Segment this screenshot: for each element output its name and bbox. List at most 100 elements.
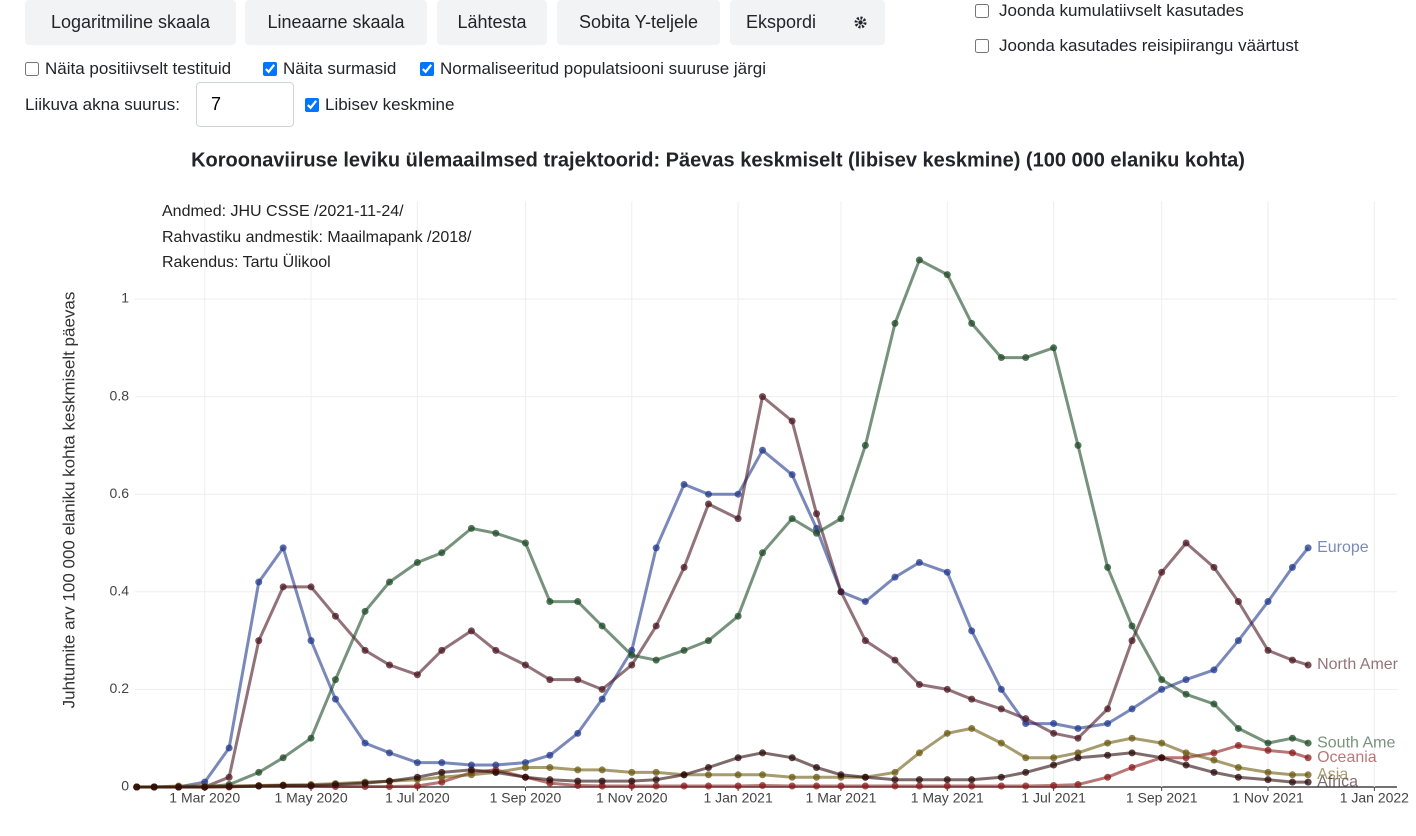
data-point <box>1234 724 1242 732</box>
data-point <box>680 771 688 779</box>
data-point <box>704 490 712 498</box>
data-point <box>279 583 287 591</box>
data-point <box>1104 720 1112 728</box>
annotation: Rakendus: Tartu Ülikool <box>162 253 331 271</box>
data-point <box>492 529 500 537</box>
data-point <box>546 751 554 759</box>
data-point <box>1074 724 1082 732</box>
data-point <box>680 646 688 654</box>
data-point <box>255 768 263 776</box>
data-point <box>680 782 688 790</box>
data-point <box>628 651 636 659</box>
data-point <box>1304 778 1312 786</box>
data-point <box>1304 739 1312 747</box>
data-point <box>1264 739 1272 747</box>
data-point <box>997 782 1005 790</box>
data-point <box>1158 568 1166 576</box>
data-point <box>331 781 339 789</box>
checkbox[interactable] <box>305 98 319 112</box>
checkbox-option[interactable]: Näita surmasid <box>263 59 396 79</box>
button[interactable]: Lähtesta <box>437 0 547 45</box>
checkbox-option[interactable]: Joonda kumulatiivselt kasutades <box>975 1 1244 21</box>
data-point <box>968 627 976 635</box>
data-point <box>1128 734 1136 742</box>
data-point <box>1104 751 1112 759</box>
data-point <box>704 782 712 790</box>
data-point <box>1288 563 1296 571</box>
checkbox[interactable] <box>263 62 277 76</box>
data-point <box>1128 763 1136 771</box>
data-point <box>225 773 233 781</box>
data-point <box>891 319 899 327</box>
data-point <box>438 759 446 767</box>
data-point <box>1304 771 1312 779</box>
data-point <box>279 782 287 790</box>
data-point <box>1104 773 1112 781</box>
checkbox[interactable] <box>975 39 989 53</box>
data-point <box>943 729 951 737</box>
data-point <box>1234 763 1242 771</box>
data-point <box>492 646 500 654</box>
x-tick-label: 1 May 2021 <box>911 790 984 806</box>
data-point <box>997 354 1005 362</box>
data-point <box>1022 768 1030 776</box>
data-point <box>331 676 339 684</box>
data-point <box>813 510 821 518</box>
data-point <box>680 480 688 488</box>
checkbox-option[interactable]: Näita positiivselt testituid <box>25 59 231 79</box>
data-point <box>225 783 233 791</box>
checkbox-option[interactable]: Libisev keskmine <box>305 95 454 115</box>
data-point <box>968 319 976 327</box>
button[interactable]: Sobita Y-teljele <box>557 0 720 45</box>
data-point <box>1264 776 1272 784</box>
window-size-label: Liikuva akna suurus: <box>25 95 180 114</box>
x-tick-label: 1 Nov 2020 <box>596 790 668 806</box>
data-point <box>891 776 899 784</box>
checkbox-option[interactable]: Joonda kasutades reisipiirangu väärtust <box>975 36 1299 56</box>
data-point <box>788 782 796 790</box>
series-line <box>136 395 1309 789</box>
data-point <box>943 685 951 693</box>
checkbox[interactable] <box>25 62 39 76</box>
data-point <box>704 763 712 771</box>
data-point <box>574 676 582 684</box>
window-size-input[interactable] <box>196 82 294 127</box>
data-point <box>759 782 767 790</box>
x-tick-label: 1 May 2020 <box>274 790 347 806</box>
data-point <box>861 773 869 781</box>
checkbox[interactable] <box>420 62 434 76</box>
data-point <box>1128 622 1136 630</box>
data-point <box>1182 539 1190 547</box>
data-point <box>1128 749 1136 757</box>
data-point <box>521 661 529 669</box>
data-point <box>1304 754 1312 762</box>
x-tick-label: 1 Mar 2021 <box>806 790 877 806</box>
data-point <box>891 573 899 581</box>
data-point <box>1074 754 1082 762</box>
export-button[interactable]: Ekspordi <box>730 0 885 45</box>
data-point <box>1182 676 1190 684</box>
button[interactable]: Lineaarne skaala <box>245 0 427 45</box>
data-point <box>943 568 951 576</box>
data-point <box>521 773 529 781</box>
x-tick-label: 1 Jan 2021 <box>703 790 772 806</box>
button[interactable]: Logaritmiline skaala <box>25 0 236 45</box>
data-point <box>968 724 976 732</box>
data-point <box>1022 782 1030 790</box>
data-point <box>1234 598 1242 606</box>
data-point <box>307 583 315 591</box>
data-point <box>438 773 446 781</box>
data-point <box>734 490 742 498</box>
x-tick-label: 1 Sep 2021 <box>1126 790 1198 806</box>
data-point <box>837 515 845 523</box>
data-point <box>467 627 475 635</box>
data-point <box>788 754 796 762</box>
data-point <box>1234 773 1242 781</box>
data-point <box>1050 761 1058 769</box>
checkbox-option[interactable]: Normaliseeritud populatsiooni suuruse jä… <box>420 59 766 79</box>
data-point <box>1288 656 1296 664</box>
data-point <box>1050 720 1058 728</box>
checkbox[interactable] <box>975 4 989 18</box>
data-point <box>1182 690 1190 698</box>
